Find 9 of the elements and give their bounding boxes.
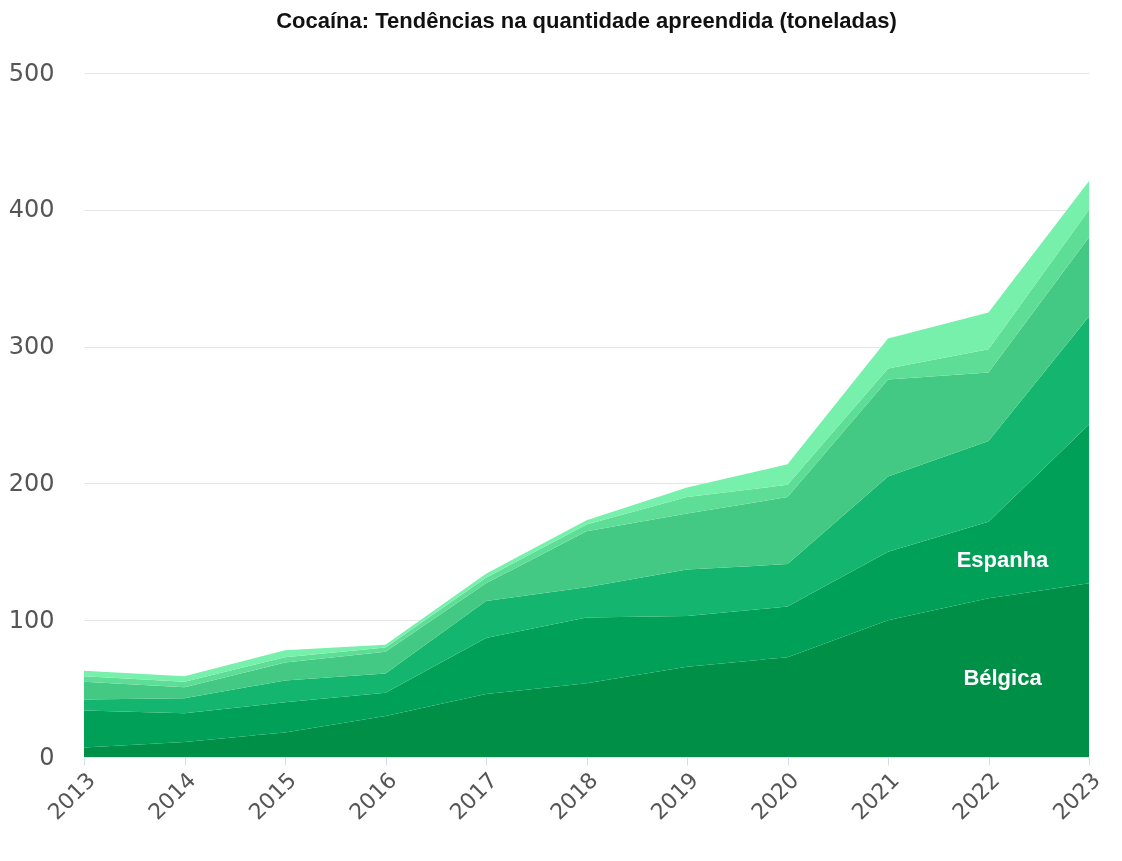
- y-tick-label: 200: [8, 468, 55, 497]
- chart-title: Cocaína: Tendências na quantidade apreendida (toneladas): [276, 8, 897, 33]
- series-label: Espanha: [956, 547, 1050, 573]
- y-tick-label: 100: [8, 605, 55, 634]
- series-label: Bélgica: [963, 664, 1043, 690]
- y-tick-label: 500: [8, 58, 55, 87]
- y-tick-label: 300: [8, 332, 55, 361]
- y-tick-label: 0: [39, 742, 55, 771]
- y-tick-label: 400: [8, 195, 55, 224]
